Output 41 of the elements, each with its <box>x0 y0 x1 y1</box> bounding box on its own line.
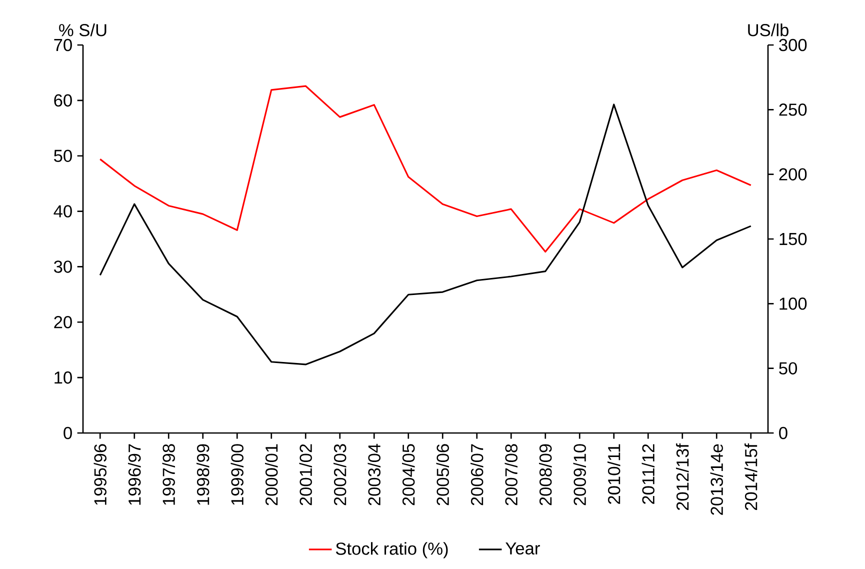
y-tick-label: 10 <box>54 371 72 384</box>
x-tick-label: 2001/02 <box>299 444 312 506</box>
x-tick-label: 2002/03 <box>334 444 346 506</box>
x-tick-label: 2013/14e <box>710 444 723 515</box>
x-tick-label: 2007/08 <box>504 444 518 506</box>
x-tick-label: 1995/96 <box>94 444 106 505</box>
line-series <box>99 85 752 253</box>
x-tick-label: 2009/10 <box>573 444 586 506</box>
x-tick-label: 2011/12 <box>642 444 654 504</box>
legend-label: Stock ratio (%) <box>336 542 448 558</box>
y-tick-label: 20 <box>54 316 72 328</box>
y-tick-label: 30 <box>54 260 72 273</box>
x-tick-label: 2003/04 <box>368 444 380 506</box>
y-tick-label: 0 <box>64 426 72 440</box>
y2-axis-title: US/lb <box>748 24 788 36</box>
x-tick-label: 1999/00 <box>230 444 244 505</box>
line-series <box>99 104 752 366</box>
x-tick-label: 2012/13f <box>676 443 689 510</box>
y2-tick-label: 150 <box>780 232 807 246</box>
y2-tick-label: 250 <box>779 104 807 116</box>
x-tick-label: 2010/11 <box>608 444 620 504</box>
y-axis-title: % S/U <box>59 24 106 36</box>
x-tick-label: 1997/98 <box>162 444 175 505</box>
y2-tick-label: 200 <box>779 168 807 180</box>
x-tick-label: 2004/05 <box>402 444 415 506</box>
x-tick-label: 2006/07 <box>470 444 484 506</box>
y2-tick-label: 0 <box>779 426 788 440</box>
x-tick-label: 1998/99 <box>196 444 210 505</box>
legend-label: Year <box>506 542 540 555</box>
x-tick-label: 2014/15f <box>744 443 758 510</box>
y2-tick-label: 300 <box>779 38 807 52</box>
y-tick-label: 70 <box>54 38 72 52</box>
x-tick-label: 2000/01 <box>265 444 278 506</box>
y-tick-label: 60 <box>54 94 72 107</box>
y2-tick-label: 50 <box>779 362 798 374</box>
y-tick-label: 40 <box>54 205 72 218</box>
x-tick-label: 1996/97 <box>128 444 141 505</box>
x-tick-label: 2008/09 <box>539 444 552 506</box>
y-tick-label: 50 <box>54 150 72 162</box>
x-tick-label: 2005/06 <box>436 444 449 506</box>
y2-tick-label: 100 <box>780 298 807 310</box>
